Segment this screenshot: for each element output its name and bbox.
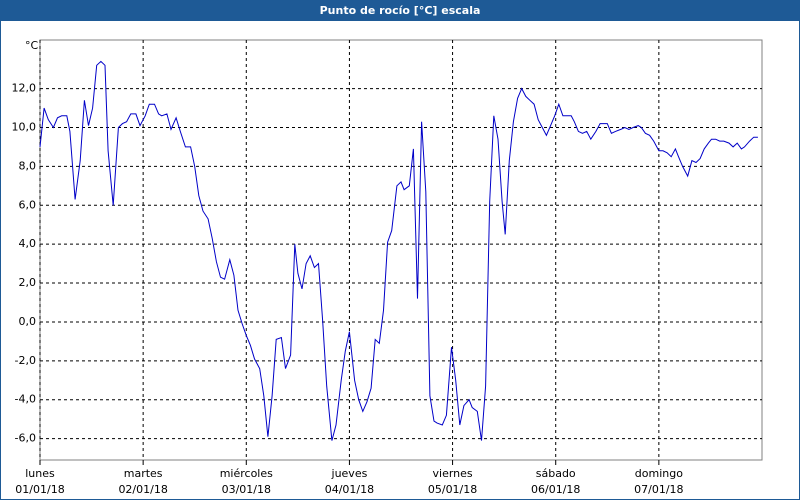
x-tick-label: viernes [433,467,473,480]
plot-area [39,39,763,461]
y-tick-label: 2,0 [19,276,37,289]
x-tick-date: 05/01/18 [428,483,477,496]
x-tick-label: lunes [25,467,55,480]
x-tick-date: 07/01/18 [634,483,683,496]
data-line [39,60,758,441]
y-tick-label: -2,0 [15,354,36,367]
x-tick-label: jueves [331,467,368,480]
x-tick-label: sábado [536,467,576,480]
y-tick-label: -6,0 [15,432,36,445]
x-tick-label: miércoles [220,467,273,480]
x-tick-label: martes [124,467,163,480]
y-tick-label: -4,0 [15,393,36,406]
title-bar [0,0,800,21]
y-tick-label: 0,0 [19,315,37,328]
x-tick-date: 03/01/18 [222,483,271,496]
y-tick-label: 10,0 [12,121,37,134]
chart-title: Punto de rocío [°C] escala [320,4,481,17]
x-tick-date: 01/01/18 [15,483,64,496]
y-axis-label: °C [25,39,39,52]
x-tick-date: 04/01/18 [325,483,374,496]
y-tick-label: 12,0 [12,82,37,95]
x-tick-date: 06/01/18 [531,483,580,496]
y-tick-label: 6,0 [19,198,37,211]
x-tick-label: domingo [635,467,683,480]
y-tick-label: 4,0 [19,237,37,250]
x-tick-date: 02/01/18 [118,483,167,496]
y-tick-label: 8,0 [19,159,37,172]
